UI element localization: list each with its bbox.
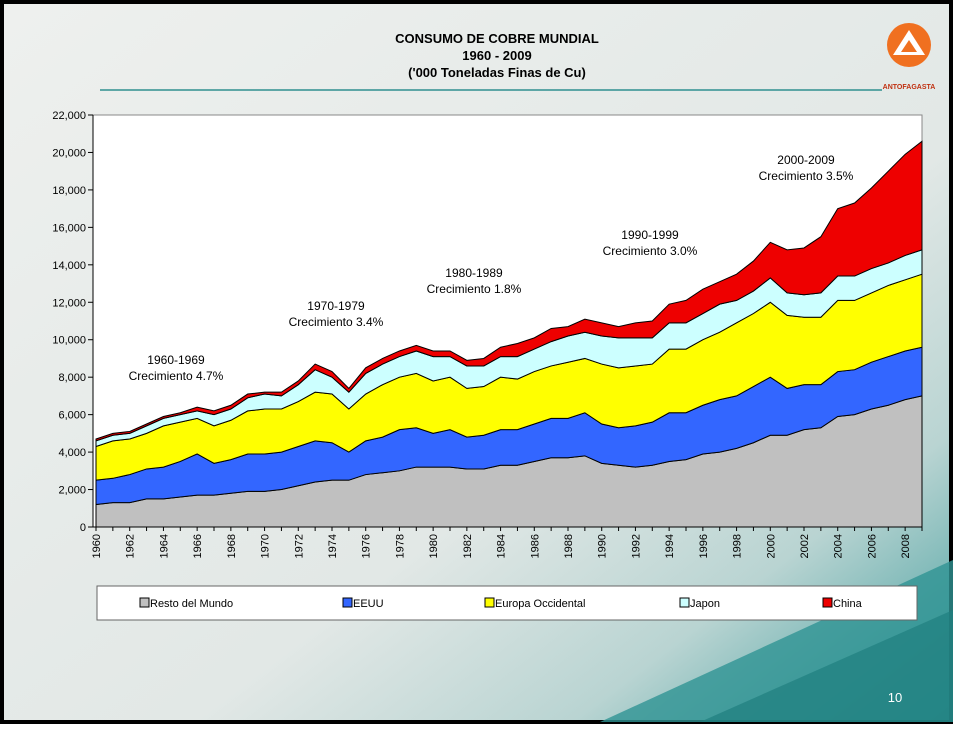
x-tick-label: 1990 <box>597 534 609 558</box>
x-tick-label: 1964 <box>158 534 170 558</box>
y-tick-label: 8,000 <box>58 372 86 384</box>
slide: ANTOFAGASTA CONSUMO DE COBRE MUNDIAL 196… <box>0 0 953 724</box>
annotation: Crecimiento 3.5% <box>759 169 854 183</box>
y-tick-label: 12,000 <box>52 297 86 309</box>
x-tick-label: 1980 <box>428 534 440 558</box>
y-tick-label: 20,000 <box>52 147 86 159</box>
annotation: Crecimiento 4.7% <box>129 369 224 383</box>
x-tick-label: 2008 <box>900 534 912 558</box>
x-tick-label: 1994 <box>664 534 676 558</box>
x-tick-label: 2002 <box>799 534 811 558</box>
y-tick-label: 4,000 <box>58 447 86 459</box>
legend-swatch <box>823 598 832 607</box>
x-tick-label: 1974 <box>327 534 339 558</box>
legend-label: Europa Occidental <box>495 598 586 610</box>
x-tick-label: 1978 <box>394 534 406 558</box>
x-tick-label: 1970 <box>260 534 272 558</box>
page-number: 10 <box>888 690 902 705</box>
x-tick-label: 1984 <box>496 534 508 558</box>
y-tick-label: 18,000 <box>52 185 86 197</box>
x-tick-label: 1988 <box>563 534 575 558</box>
annotation: 1970-1979 <box>307 299 365 313</box>
x-tick-label: 1986 <box>529 534 541 558</box>
legend-label: Japon <box>690 598 720 610</box>
annotation: Crecimiento 3.0% <box>603 244 698 258</box>
chart-subtitle: 1960 - 2009 <box>462 48 531 63</box>
y-tick-label: 22,000 <box>52 110 86 122</box>
x-tick-label: 1976 <box>361 534 373 558</box>
annotation: Crecimiento 1.8% <box>427 282 522 296</box>
legend-swatch <box>140 598 149 607</box>
legend-swatch <box>343 598 352 607</box>
annotation: Crecimiento 3.4% <box>289 315 384 329</box>
x-tick-label: 1996 <box>698 534 710 558</box>
x-tick-label: 2006 <box>866 534 878 558</box>
y-tick-label: 10,000 <box>52 335 86 347</box>
x-tick-label: 1960 <box>91 534 103 558</box>
x-tick-label: 2000 <box>765 534 777 558</box>
legend-label: Resto del Mundo <box>150 598 233 610</box>
annotation: 2000-2009 <box>777 153 835 167</box>
y-tick-label: 16,000 <box>52 222 86 234</box>
x-tick-label: 1962 <box>125 534 137 558</box>
annotation: 1980-1989 <box>445 266 503 280</box>
legend-label: China <box>833 598 863 610</box>
x-tick-label: 1968 <box>226 534 238 558</box>
unit-label: ('000 Toneladas Finas de Cu) <box>408 65 586 80</box>
legend-label: EEUU <box>353 598 384 610</box>
x-tick-label: 1966 <box>192 534 204 558</box>
y-tick-label: 2,000 <box>58 485 86 497</box>
x-tick-label: 2004 <box>833 534 845 558</box>
legend-swatch <box>485 598 494 607</box>
chart-title: CONSUMO DE COBRE MUNDIAL <box>395 31 599 46</box>
y-tick-label: 6,000 <box>58 410 86 422</box>
x-tick-label: 1998 <box>732 534 744 558</box>
annotation: 1960-1969 <box>147 353 205 367</box>
x-tick-label: 1972 <box>293 534 305 558</box>
legend-swatch <box>680 598 689 607</box>
x-tick-label: 1992 <box>630 534 642 558</box>
y-tick-label: 14,000 <box>52 260 86 272</box>
x-tick-label: 1982 <box>462 534 474 558</box>
y-tick-label: 0 <box>80 522 86 534</box>
logo-text: ANTOFAGASTA <box>883 84 936 91</box>
annotation: 1990-1999 <box>621 228 679 242</box>
